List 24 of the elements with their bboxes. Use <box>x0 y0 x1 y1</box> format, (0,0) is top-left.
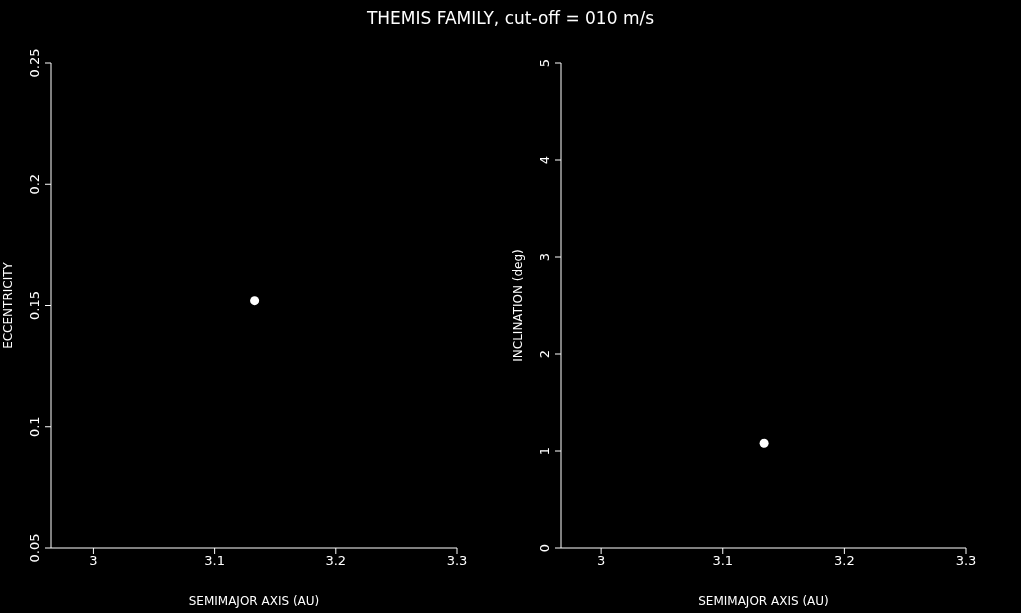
x-tick-label: 3 <box>89 553 98 569</box>
y-tick-label: 0.25 <box>27 48 42 78</box>
y-tick-label: 0.05 <box>27 533 42 563</box>
y-tick-label: 5 <box>537 58 552 68</box>
y-tick-label: 1 <box>537 446 552 456</box>
y-axis-title: INCLINATION (deg) <box>511 249 526 362</box>
y-tick-label: 0.1 <box>27 416 42 438</box>
x-tick-label: 3.2 <box>325 553 347 569</box>
x-tick-label: 3.1 <box>712 553 734 569</box>
y-tick-label: 2 <box>537 349 552 359</box>
x-tick-label: 3.2 <box>834 553 855 569</box>
y-axis-title: ECCENTRICITY <box>1 261 16 349</box>
y-tick-label: 0.2 <box>27 173 42 195</box>
x-tick-label: 3.3 <box>955 553 977 569</box>
x-tick-label: 3.3 <box>446 553 468 569</box>
y-tick-label: 0.15 <box>27 291 42 320</box>
x-axis-title: SEMIMAJOR AXIS (AU) <box>188 594 320 608</box>
y-tick-label: 0 <box>537 543 552 553</box>
y-tick-label: 3 <box>537 252 552 262</box>
text: THEMIS FAMILY, cut-off = 010 m/s <box>365 8 656 28</box>
x-tick-label: 3 <box>596 553 606 569</box>
x-axis-title: SEMIMAJOR AXIS (AU) <box>698 594 829 608</box>
y-tick-label: 4 <box>537 155 552 165</box>
x-tick-label: 3.1 <box>204 553 225 569</box>
